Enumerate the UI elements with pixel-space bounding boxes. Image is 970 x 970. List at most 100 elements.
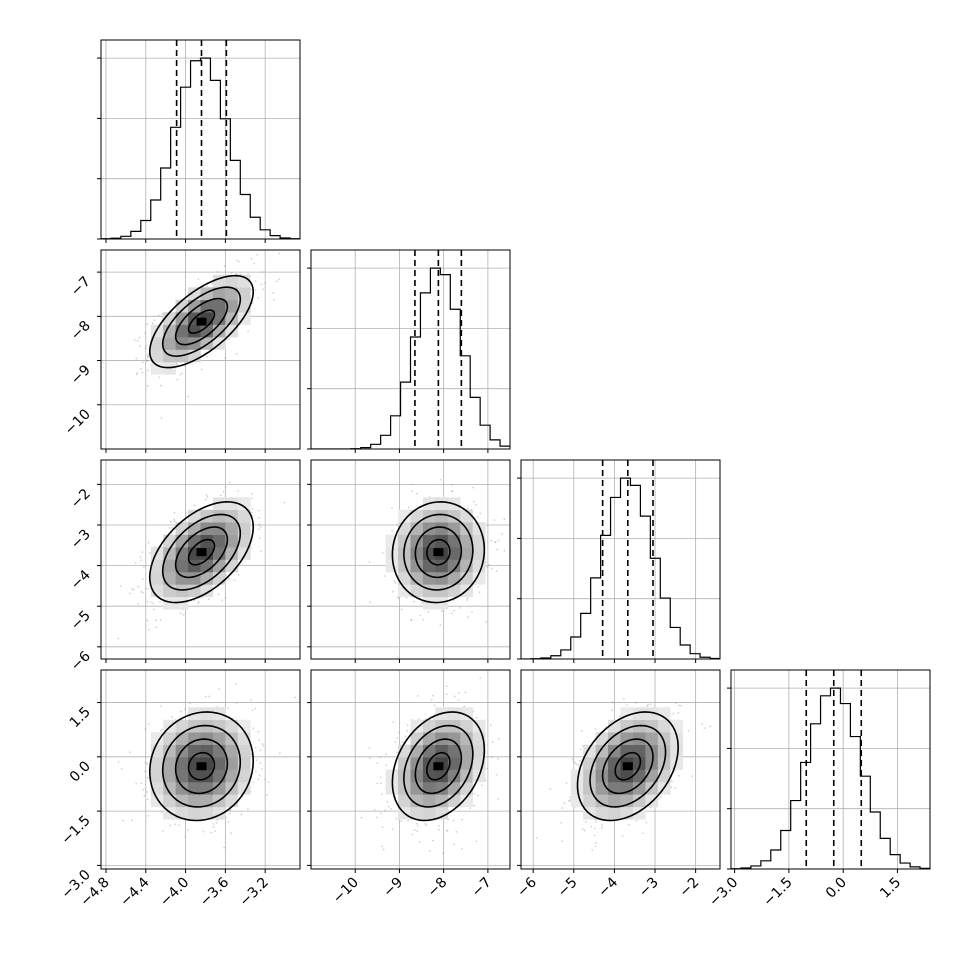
sample-point: [611, 709, 614, 712]
y-tick-label: −10: [62, 406, 94, 438]
sample-point: [257, 528, 260, 531]
density-cell: [447, 522, 461, 535]
sample-point: [272, 298, 275, 301]
sample-point: [144, 347, 147, 350]
sample-point: [577, 764, 580, 767]
sample-point: [635, 701, 638, 704]
x-tick-label: −3.6: [197, 874, 232, 909]
sample-point: [197, 602, 199, 605]
density-cell: [422, 781, 436, 795]
sample-point: [671, 780, 673, 783]
sample-point: [416, 492, 418, 495]
sample-point: [396, 737, 399, 739]
panel-content: [731, 670, 930, 869]
density-cell: [447, 744, 461, 758]
sample-point: [224, 486, 227, 488]
sample-point: [251, 492, 254, 495]
density-cell: [225, 522, 239, 535]
sample-point: [461, 848, 463, 850]
sample-point: [219, 494, 222, 497]
sample-point: [439, 624, 442, 626]
sample-point: [390, 807, 393, 810]
density-cell: [447, 559, 461, 573]
density-cell: [200, 534, 214, 548]
sample-point: [376, 762, 379, 765]
sample-point: [486, 566, 489, 569]
sample-point: [217, 593, 220, 596]
sample-point: [153, 608, 155, 611]
sample-point: [368, 561, 371, 564]
sample-point: [572, 760, 575, 763]
sample-point: [568, 799, 571, 802]
density-cell: [225, 287, 239, 301]
sample-point: [142, 566, 145, 568]
density-cell: [237, 274, 251, 288]
density-cell: [657, 707, 671, 721]
density-cell: [422, 757, 436, 770]
sample-point: [677, 712, 680, 714]
sample-point: [221, 599, 223, 602]
sample-point: [411, 483, 414, 486]
sample-point: [235, 702, 238, 704]
sample-point: [453, 843, 455, 846]
sample-point: [146, 619, 149, 622]
density-cell: [175, 719, 189, 733]
density-cell: [583, 794, 596, 808]
sample-point: [476, 516, 479, 518]
sample-point: [451, 612, 453, 615]
sample-point: [278, 278, 280, 281]
sample-point: [204, 695, 207, 698]
sample-point: [379, 776, 382, 779]
contour-level-0: [187, 538, 216, 566]
density-cell: [410, 509, 424, 523]
sample-point: [402, 741, 404, 743]
sample-point: [252, 781, 255, 784]
sample-point: [568, 800, 571, 802]
sample-point: [135, 357, 138, 360]
sample-point: [238, 260, 241, 263]
panel-2-2: [517, 459, 721, 663]
sample-point: [410, 619, 413, 622]
sample-point: [674, 787, 677, 789]
sample-point: [272, 292, 275, 294]
sample-point: [279, 752, 281, 755]
sample-point: [658, 797, 661, 800]
sample-point: [503, 549, 506, 552]
density-cell: [410, 769, 424, 783]
density-cell: [608, 769, 621, 783]
sample-point: [258, 739, 261, 742]
sample-point: [158, 376, 161, 379]
sample-point: [230, 832, 232, 835]
panel-1-0: −10−9−8−7: [62, 249, 301, 453]
density-cell: [212, 299, 226, 313]
sample-point: [369, 757, 372, 760]
density-cell: [608, 757, 621, 770]
sample-point: [136, 339, 139, 342]
sample-point: [247, 273, 249, 276]
sample-point: [122, 819, 125, 822]
contour-level-3: [148, 711, 255, 822]
density-cell: [150, 361, 164, 375]
sample-point: [431, 694, 434, 697]
panel-frame: [310, 669, 511, 870]
density-cell: [435, 769, 449, 783]
sample-point: [380, 782, 382, 785]
y-tick-label: −7: [68, 274, 94, 300]
density-cell: [212, 287, 226, 301]
sample-point: [383, 575, 386, 577]
sample-point: [385, 764, 388, 767]
density-cell: [150, 769, 164, 783]
sample-point: [397, 731, 400, 734]
sample-point: [611, 701, 613, 704]
density-cell: [422, 794, 436, 808]
sample-point: [472, 486, 474, 489]
sample-point: [278, 252, 281, 255]
sample-point: [135, 782, 138, 785]
panel-frame: [100, 249, 301, 450]
sample-point: [561, 807, 564, 809]
sample-point: [149, 601, 152, 604]
sample-point: [680, 704, 682, 707]
density-cell: [212, 509, 226, 523]
sample-point: [257, 297, 260, 299]
sample-point: [375, 816, 378, 819]
